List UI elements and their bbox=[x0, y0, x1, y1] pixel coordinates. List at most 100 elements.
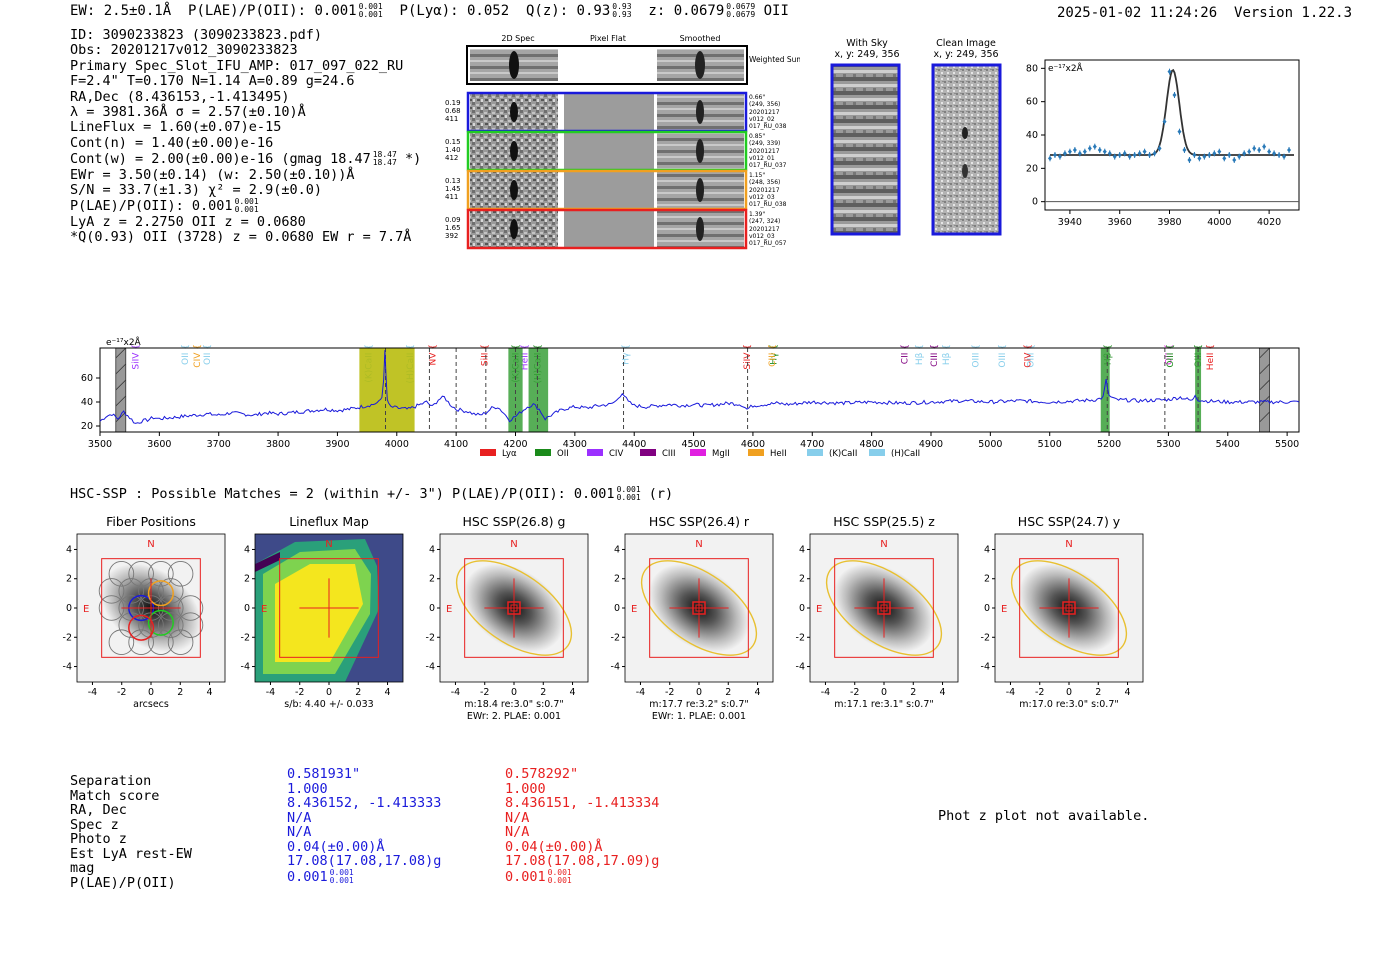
spectrum-line-label: OII { bbox=[203, 344, 213, 365]
spectrum-line-label: NV { bbox=[428, 344, 438, 365]
header-z: z: 0.0679 bbox=[648, 3, 725, 19]
stat-primary: Primary Spec_Slot_IFU_AMP: 017_097_022_R… bbox=[70, 57, 404, 74]
weighted-sum-label: Weighted Sum bbox=[749, 55, 800, 64]
header-plae-frac: 0.001 0.001 bbox=[358, 2, 383, 19]
hsc-y-tick: 4 bbox=[799, 544, 805, 555]
spectrum-legend-item: CIII bbox=[640, 449, 675, 459]
spectrum-x-tick: 5100 bbox=[1038, 439, 1062, 450]
zoom-plot-frame bbox=[1044, 59, 1300, 211]
hsc-panel-caption: s/b: 4.40 +/- 0.033 bbox=[284, 699, 373, 710]
header-line: EW: 2.5±0.1Å P(LAE)/P(OII): 0.001 0.001 0.… bbox=[70, 2, 789, 20]
match-row-label: Match score bbox=[70, 787, 160, 804]
hsc-x-tick: 0 bbox=[326, 687, 332, 698]
zoom-y-tick: 20 bbox=[1026, 163, 1038, 174]
spectrum-legend-item: (K)CaII bbox=[807, 449, 857, 459]
zoom-data-point bbox=[1107, 150, 1112, 157]
match-row-label: Photo z bbox=[70, 831, 127, 847]
spectrum-x-tick: 5000 bbox=[978, 439, 1002, 450]
hsc-panel-caption-2: EWr: 2. PLAE: 0.001 bbox=[467, 711, 561, 722]
match-cell: 0.578292" bbox=[505, 766, 579, 782]
match-row-label: RA, Dec bbox=[70, 802, 127, 818]
spectrum-x-tick: 4200 bbox=[503, 439, 527, 450]
hsc-panel-caption: arcsecs bbox=[133, 699, 169, 710]
match-row-label: mag bbox=[70, 860, 95, 876]
header-version: Version 1.22.3 bbox=[1234, 5, 1353, 21]
hsc-x-tick: 4 bbox=[207, 687, 213, 698]
hsc-x-tick: 0 bbox=[881, 687, 887, 698]
hsc-y-tick: -4 bbox=[241, 662, 250, 673]
hsc-aperture-ellipse bbox=[640, 560, 758, 656]
zoom-data-point bbox=[1272, 150, 1277, 157]
hsc-y-tick: -2 bbox=[981, 632, 990, 643]
svg-text:HeII: HeII bbox=[770, 449, 787, 459]
hsc-east-label: E bbox=[83, 604, 89, 615]
header-plya: P(Lyα): 0.052 bbox=[399, 3, 510, 19]
header-qz-frac: 0.93 0.93 bbox=[612, 2, 632, 19]
stat-q: *Q(0.93) OII (3728) z = 0.0680 EW r = 7.… bbox=[70, 229, 412, 246]
svg-text:Lyα: Lyα bbox=[502, 449, 517, 459]
zoom-x-tick: 3980 bbox=[1157, 217, 1181, 228]
hsc-north-label: N bbox=[510, 539, 517, 550]
hsc-y-tick: -4 bbox=[426, 662, 435, 673]
svg-text:CIII: CIII bbox=[662, 449, 675, 459]
zoom-data-point bbox=[1262, 143, 1267, 150]
zoom-data-point bbox=[1177, 128, 1182, 135]
hsc-panel: HSC SSP(26.8) g N E -4 -4 -2 -2 0 0 2 2 4 4 m:18.4 re… bbox=[426, 514, 589, 722]
hsc-x-tick: -4 bbox=[636, 687, 645, 698]
hsc-panel: Lineflux Map N E -4 -4 -2 -2 0 0 2 2 4 4 s/b: 4.40 +/… bbox=[241, 514, 404, 710]
cutout-row bbox=[466, 130, 748, 172]
zoom-data-point bbox=[1077, 150, 1082, 157]
spectrum-x-tick: 3700 bbox=[207, 439, 231, 450]
header-timestamp-version: 2025-01-02 11:24:26 Version 1.22.3 bbox=[1057, 5, 1352, 21]
spectrum-x-tick: 4600 bbox=[741, 439, 765, 450]
header-ew: EW: 2.5±0.1Å bbox=[70, 3, 172, 19]
spectrum-legend-item: Lyα bbox=[480, 449, 517, 459]
zoom-x-tick: 3940 bbox=[1058, 217, 1082, 228]
spectrum-line-label: Hγ { bbox=[621, 344, 631, 365]
hsc-y-tick: -2 bbox=[63, 632, 72, 643]
hsc-search-box bbox=[464, 558, 564, 658]
spectrum-line-label: Hβ { bbox=[915, 344, 925, 365]
zoom-plot-unit: e⁻¹⁷x2Å bbox=[1048, 62, 1084, 74]
zoom-data-point bbox=[1287, 147, 1292, 153]
hsc-panel-title: HSC SSP(26.4) r bbox=[649, 514, 750, 529]
hsc-east-label: E bbox=[631, 604, 637, 615]
hsc-y-tick: -2 bbox=[426, 632, 435, 643]
zoom-data-point bbox=[1252, 145, 1257, 152]
hsc-north-label: N bbox=[880, 539, 887, 550]
zoom-data-point bbox=[1157, 145, 1162, 152]
zoom-data-point bbox=[1147, 152, 1152, 158]
stat-lineflux: LineFlux = 1.60(±0.07)e-15 bbox=[70, 119, 282, 136]
spectrum-x-tick: 4300 bbox=[563, 439, 587, 450]
cutout-row-info: 0.85" (249, 339) 20201217 v012_01 017_RU_037 bbox=[749, 133, 787, 170]
zoom-data-point bbox=[1207, 152, 1212, 158]
hsc-y-tick: 0 bbox=[984, 603, 990, 614]
spectrum-y-tick: 60 bbox=[81, 373, 93, 384]
match-cell: N/A bbox=[505, 824, 530, 840]
hsc-y-tick: 4 bbox=[614, 544, 620, 555]
spectrum-line-label: HeII { bbox=[520, 344, 530, 370]
spectrum-frame bbox=[99, 347, 1300, 433]
hsc-x-tick: 0 bbox=[511, 687, 517, 698]
photz-message: Phot z plot not available. bbox=[938, 808, 1150, 824]
spectrum-mask bbox=[115, 347, 127, 433]
svg-text:(H)CaII: (H)CaII bbox=[891, 449, 920, 459]
zoom-data-point bbox=[1112, 153, 1117, 160]
hsc-search-box bbox=[1019, 558, 1119, 658]
zoom-data-point bbox=[1162, 118, 1167, 125]
hsc-x-tick: 4 bbox=[385, 687, 391, 698]
hsc-image-panels: Fiber Positions N E -4 -4 -2 -2 0 0 2 2 4 4 arcsecs Li… bbox=[63, 514, 1144, 722]
hsc-y-tick: 0 bbox=[799, 603, 805, 614]
hsc-y-tick: -4 bbox=[611, 662, 620, 673]
zoom-data-point bbox=[1257, 147, 1262, 153]
stats-block: ID: 3090233823 (3090233823.pdf) Obs: 202… bbox=[70, 27, 421, 246]
spectrum-x-tick: 5300 bbox=[1156, 439, 1180, 450]
hsc-x-tick: 2 bbox=[355, 687, 361, 698]
clean-image-title: Clean Image x, y: 249, 356 bbox=[933, 38, 999, 60]
svg-text:(K)CaII: (K)CaII bbox=[829, 449, 857, 459]
hsc-y-tick: -2 bbox=[796, 632, 805, 643]
match-table-labels: Separation Match score RA, Dec Spec z Photo … bbox=[70, 774, 192, 890]
zoom-data-point bbox=[1167, 68, 1172, 75]
hsc-y-tick: -2 bbox=[241, 632, 250, 643]
match-cell: 17.08(17.08,17.09)g bbox=[505, 853, 660, 869]
